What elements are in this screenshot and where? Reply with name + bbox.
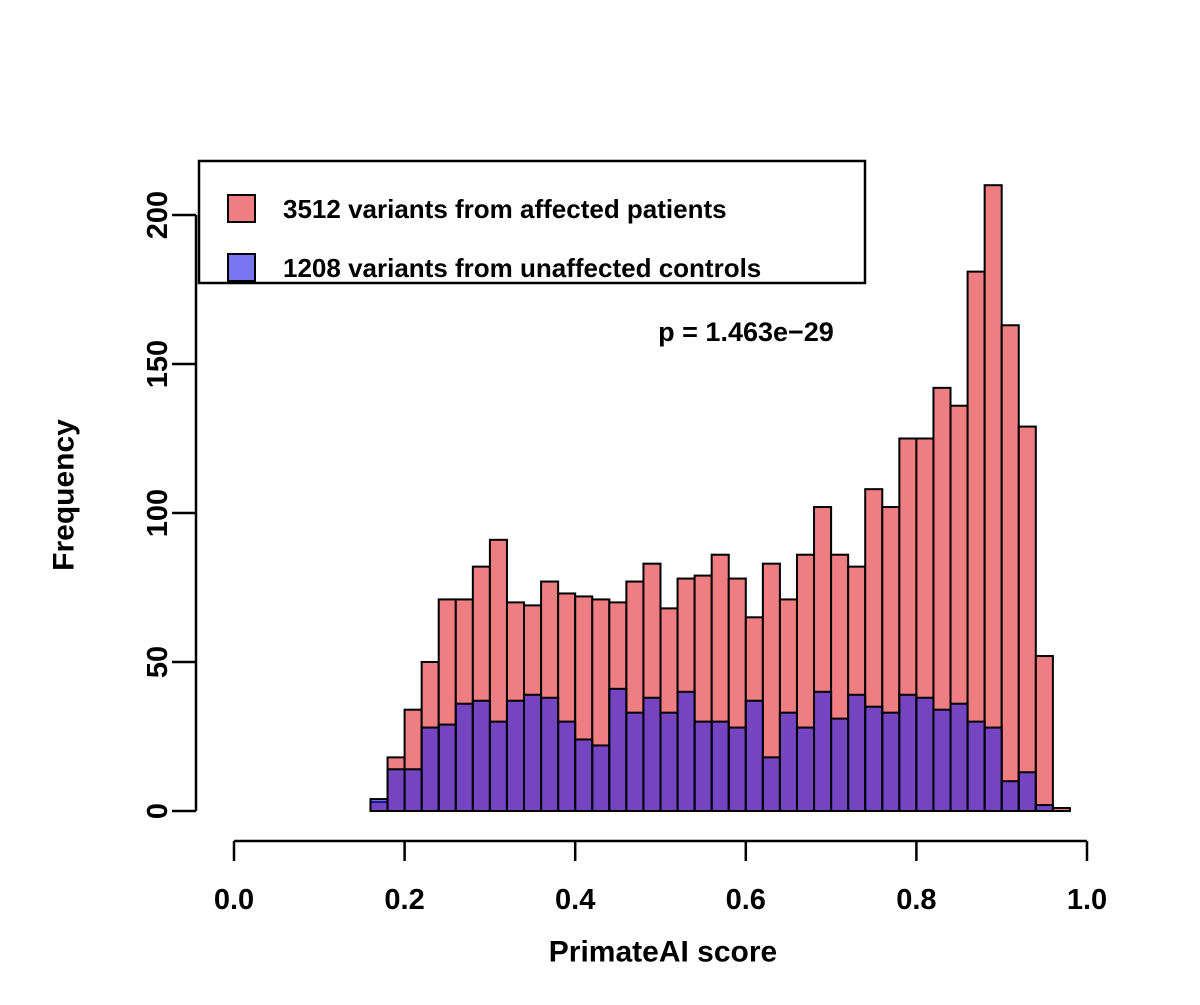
bar-affected-patients <box>1034 655 1054 812</box>
bar-unaffected-controls <box>778 711 798 812</box>
legend-label-affected-patients: 3512 variants from affected patients <box>283 194 727 224</box>
bar-unaffected-controls <box>1000 780 1020 813</box>
bar-unaffected-controls <box>795 726 816 812</box>
y-tick-label: 0 <box>142 803 174 819</box>
bar-unaffected-controls <box>932 708 952 812</box>
bar-unaffected-controls <box>437 723 457 813</box>
bar-unaffected-controls <box>727 726 747 812</box>
bar-unaffected-controls <box>557 720 577 812</box>
bar-unaffected-controls <box>949 702 969 812</box>
x-tick-label: 0.4 <box>555 884 595 916</box>
bar-unaffected-controls <box>454 702 474 812</box>
bar-unaffected-controls <box>761 756 781 812</box>
x-axis-title: PrimateAI score <box>549 936 777 969</box>
y-tick-label: 200 <box>142 191 174 239</box>
bar-unaffected-controls <box>488 720 508 812</box>
bar-unaffected-controls <box>676 690 696 812</box>
bar-unaffected-controls <box>471 699 491 812</box>
bar-unaffected-controls <box>403 768 423 813</box>
x-tick-label: 0.0 <box>214 884 254 916</box>
y-tick-label: 100 <box>142 489 174 537</box>
bar-unaffected-controls <box>864 705 884 813</box>
p-value-annotation: p = 1.463e−29 <box>658 317 834 347</box>
bar-affected-patients <box>1000 324 1020 812</box>
bar-unaffected-controls <box>369 798 389 813</box>
bars-layer <box>369 184 1071 813</box>
legend-swatch-affected-patients <box>227 194 256 223</box>
bar-affected-patients <box>1017 425 1037 812</box>
y-axis-title: Frequency <box>48 419 81 571</box>
bar-unaffected-controls <box>591 744 611 812</box>
legend-swatch-unaffected-controls <box>227 253 256 282</box>
bar-unaffected-controls <box>744 699 764 812</box>
bar-unaffected-controls <box>386 768 406 813</box>
bar-unaffected-controls <box>847 693 867 813</box>
y-tick-label: 150 <box>142 340 174 388</box>
bar-unaffected-controls <box>881 711 901 812</box>
bar-unaffected-controls <box>830 717 850 812</box>
bar-unaffected-controls <box>710 720 730 812</box>
bar-unaffected-controls <box>966 720 986 812</box>
bar-unaffected-controls <box>813 690 833 812</box>
x-tick-label: 0.8 <box>896 884 936 916</box>
bar-unaffected-controls <box>608 687 628 813</box>
legend-label-unaffected-controls: 1208 variants from unaffected controls <box>283 253 761 283</box>
bar-unaffected-controls <box>1017 771 1037 813</box>
bar-unaffected-controls <box>693 720 713 812</box>
bar-unaffected-controls <box>505 699 526 812</box>
legend: 3512 variants from affected patients 120… <box>197 159 867 285</box>
bar-unaffected-controls <box>420 726 440 812</box>
bar-unaffected-controls <box>983 726 1003 812</box>
x-tick-label: 0.2 <box>384 884 424 916</box>
bar-affected-patients <box>1051 807 1071 813</box>
axes-layer: 0 50 100 150 200 0.0 0.2 0.4 0.6 0.8 1.0 <box>142 191 1107 916</box>
x-tick-label: 1.0 <box>1067 884 1107 916</box>
bar-unaffected-controls <box>642 696 662 813</box>
bar-unaffected-controls <box>659 711 679 812</box>
x-tick-label: 0.6 <box>726 884 766 916</box>
bar-unaffected-controls <box>898 693 918 813</box>
bar-unaffected-controls <box>523 693 543 813</box>
bar-unaffected-controls <box>915 696 935 813</box>
bar-unaffected-controls <box>540 696 560 813</box>
bar-affected-patients <box>983 184 1003 812</box>
bar-unaffected-controls <box>1034 804 1054 812</box>
y-tick-label: 50 <box>142 646 174 678</box>
bar-unaffected-controls <box>574 738 594 812</box>
legend-box <box>197 159 867 285</box>
bar-unaffected-controls <box>625 711 645 812</box>
